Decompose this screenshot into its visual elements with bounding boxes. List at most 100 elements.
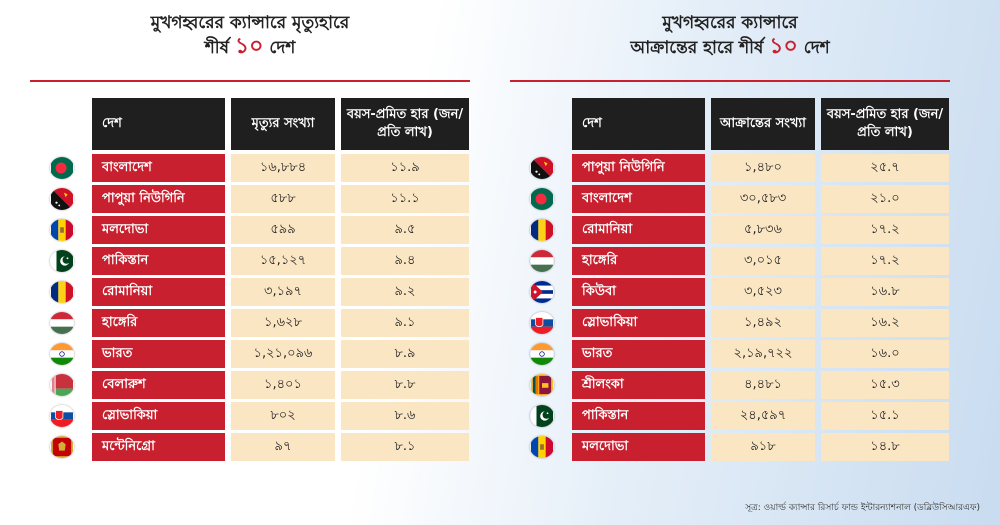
count-cell: ৮০২ — [231, 402, 335, 430]
table-row: শ্রীলংকা ৪,৪৮১ ১৫.৩ — [510, 371, 950, 399]
rate-cell: ৮.৬ — [341, 402, 469, 430]
sri-lanka-flag-icon — [530, 374, 554, 396]
table-row: পাপুয়া নিউগিনি ৫৮৮ ১১.১ — [30, 185, 470, 213]
count-cell: ১,৬২৮ — [231, 309, 335, 337]
rate-cell: ৯.২ — [341, 278, 469, 306]
right-title-number: ১০ — [769, 34, 798, 59]
rate-cell: ৮.৯ — [341, 340, 469, 368]
rate-cell: ৯.৫ — [341, 216, 469, 244]
count-cell: ১,২১,০৯৬ — [231, 340, 335, 368]
left-header-country: দেশ — [92, 98, 225, 150]
country-cell: মলদোভা — [572, 433, 705, 461]
source-note: সূত্র: ওয়ার্ল্ড ক্যান্সার রিসার্চ ফান্ড… — [745, 503, 980, 513]
count-cell: ২৪,৫৯৭ — [711, 402, 815, 430]
right-title-pre: আক্রান্তের হারে শীর্ষ — [630, 38, 770, 58]
count-cell: ৩০,৫৮৩ — [711, 185, 815, 213]
slovakia-flag-icon — [530, 312, 554, 334]
left-panel: মুখগহ্বরের ক্যান্সারে মৃত্যুহারে শীর্ষ ১… — [30, 0, 470, 464]
moldova-flag-icon — [530, 436, 554, 458]
right-title-post: দেশ — [797, 38, 830, 58]
left-title-pre: শীর্ষ — [204, 38, 235, 58]
left-table-header: দেশ মৃত্যুর সংখ্যা বয়স-প্রমিত হার (জন/প… — [30, 98, 470, 150]
count-cell: ৩,৫২৩ — [711, 278, 815, 306]
table-row: মলদোভা ৯১৮ ১৪.৮ — [510, 433, 950, 461]
table-row: পাকিস্তান ১৫,১২৭ ৯.৪ — [30, 247, 470, 275]
slovakia-flag-icon — [50, 405, 74, 427]
country-cell: বেলারুশ — [92, 371, 225, 399]
country-cell: ভারত — [92, 340, 225, 368]
country-cell: কিউবা — [572, 278, 705, 306]
country-cell: পাপুয়া নিউগিনি — [92, 185, 225, 213]
table-row: হাঙ্গেরি ১,৬২৮ ৯.১ — [30, 309, 470, 337]
rate-cell: ১৭.২ — [821, 247, 949, 275]
table-row: বেলারুশ ১,৪০১ ৮.৮ — [30, 371, 470, 399]
left-title-line2: শীর্ষ ১০ দেশ — [30, 35, 470, 60]
right-title-line2: আক্রান্তের হারে শীর্ষ ১০ দেশ — [510, 35, 950, 60]
right-table-header: দেশ আক্রান্তের সংখ্যা বয়স-প্রমিত হার (জ… — [510, 98, 950, 150]
table-row: পাপুয়া নিউগিনি ১,৪৮০ ২৫.৭ — [510, 154, 950, 182]
pakistan-flag-icon — [50, 250, 74, 272]
rate-cell: ১৬.২ — [821, 309, 949, 337]
table-row: রোমানিয়া ৫,৮৩৬ ১৭.২ — [510, 216, 950, 244]
rate-cell: ১৫.১ — [821, 402, 949, 430]
country-cell: মন্টেনিগ্রো — [92, 433, 225, 461]
rate-cell: ৯.১ — [341, 309, 469, 337]
right-title: মুখগহ্বরের ক্যান্সারে আক্রান্তের হারে শী… — [510, 0, 950, 60]
rate-cell: ১১.৯ — [341, 154, 469, 182]
right-title-line1: মুখগহ্বরের ক্যান্সারে — [662, 13, 798, 33]
rate-cell: ১৫.৩ — [821, 371, 949, 399]
count-cell: ৫,৮৩৬ — [711, 216, 815, 244]
country-cell: পাপুয়া নিউগিনি — [572, 154, 705, 182]
table-row: বাংলাদেশ ৩০,৫৮৩ ২১.০ — [510, 185, 950, 213]
country-cell: রোমানিয়া — [572, 216, 705, 244]
left-title: মুখগহ্বরের ক্যান্সারে মৃত্যুহারে শীর্ষ ১… — [30, 0, 470, 60]
table-row: মন্টেনিগ্রো ৯৭ ৮.১ — [30, 433, 470, 461]
right-divider — [510, 80, 950, 82]
count-cell: ৯১৮ — [711, 433, 815, 461]
romania-flag-icon — [50, 281, 74, 303]
count-cell: ৯৭ — [231, 433, 335, 461]
table-row: মলদোভা ৫৯৯ ৯.৫ — [30, 216, 470, 244]
india-flag-icon — [530, 343, 554, 365]
rate-cell: ৯.৪ — [341, 247, 469, 275]
country-cell: পাকিস্তান — [92, 247, 225, 275]
right-panel: মুখগহ্বরের ক্যান্সারে আক্রান্তের হারে শী… — [510, 0, 950, 464]
table-row: বাংলাদেশ ১৬,৮৮৪ ১১.৯ — [30, 154, 470, 182]
bangladesh-flag-icon — [50, 157, 74, 179]
count-cell: ৩,১৯৭ — [231, 278, 335, 306]
right-header-country: দেশ — [572, 98, 705, 150]
bangladesh-flag-icon — [530, 188, 554, 210]
rate-cell: ১১.১ — [341, 185, 469, 213]
count-cell: ৫৮৮ — [231, 185, 335, 213]
count-cell: ৪,৪৮১ — [711, 371, 815, 399]
table-row: হাঙ্গেরি ৩,০১৫ ১৭.২ — [510, 247, 950, 275]
table-row: ভারত ২,১৯,৭২২ ১৬.০ — [510, 340, 950, 368]
right-table-body: পাপুয়া নিউগিনি ১,৪৮০ ২৫.৭ বাংলাদেশ ৩০,৫৮৩ ২১… — [510, 154, 950, 461]
rate-cell: ১৬.৮ — [821, 278, 949, 306]
rate-cell: ২১.০ — [821, 185, 949, 213]
table-row: পাকিস্তান ২৪,৫৯৭ ১৫.১ — [510, 402, 950, 430]
hungary-flag-icon — [50, 312, 74, 334]
rate-cell: ২৫.৭ — [821, 154, 949, 182]
romania-flag-icon — [530, 219, 554, 241]
country-cell: ভারত — [572, 340, 705, 368]
country-cell: রোমানিয়া — [92, 278, 225, 306]
hungary-flag-icon — [530, 250, 554, 272]
table-row: স্লোভাকিয়া ৮০২ ৮.৬ — [30, 402, 470, 430]
table-row: ভারত ১,২১,০৯৬ ৮.৯ — [30, 340, 470, 368]
country-cell: স্লোভাকিয়া — [92, 402, 225, 430]
rate-cell: ১৬.০ — [821, 340, 949, 368]
country-cell: বাংলাদেশ — [92, 154, 225, 182]
papua-new-guinea-flag-icon — [530, 157, 554, 179]
right-header-rate: বয়স-প্রমিত হার (জন/প্রতি লাখ) — [821, 98, 949, 150]
rate-cell: ৮.১ — [341, 433, 469, 461]
left-table-body: বাংলাদেশ ১৬,৮৮৪ ১১.৯ পাপুয়া নিউগিনি ৫৮৮ ১১.১… — [30, 154, 470, 461]
rate-cell: ১৪.৮ — [821, 433, 949, 461]
belarus-flag-icon — [50, 374, 74, 396]
country-cell: শ্রীলংকা — [572, 371, 705, 399]
india-flag-icon — [50, 343, 74, 365]
count-cell: ১,৪৯২ — [711, 309, 815, 337]
moldova-flag-icon — [50, 219, 74, 241]
count-cell: ৩,০১৫ — [711, 247, 815, 275]
country-cell: বাংলাদেশ — [572, 185, 705, 213]
